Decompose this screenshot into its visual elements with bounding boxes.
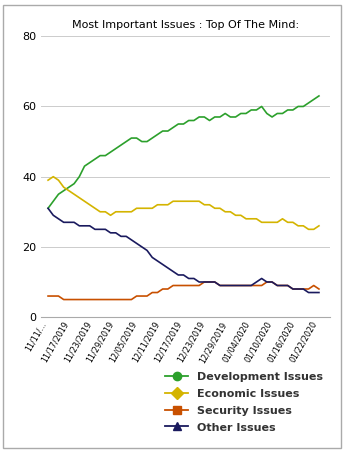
Legend: Development Issues, Economic Issues, Security Issues, Other Issues: Development Issues, Economic Issues, Sec…: [160, 366, 328, 439]
Title: Most Important Issues : Top Of The Mind:: Most Important Issues : Top Of The Mind:: [72, 20, 299, 30]
